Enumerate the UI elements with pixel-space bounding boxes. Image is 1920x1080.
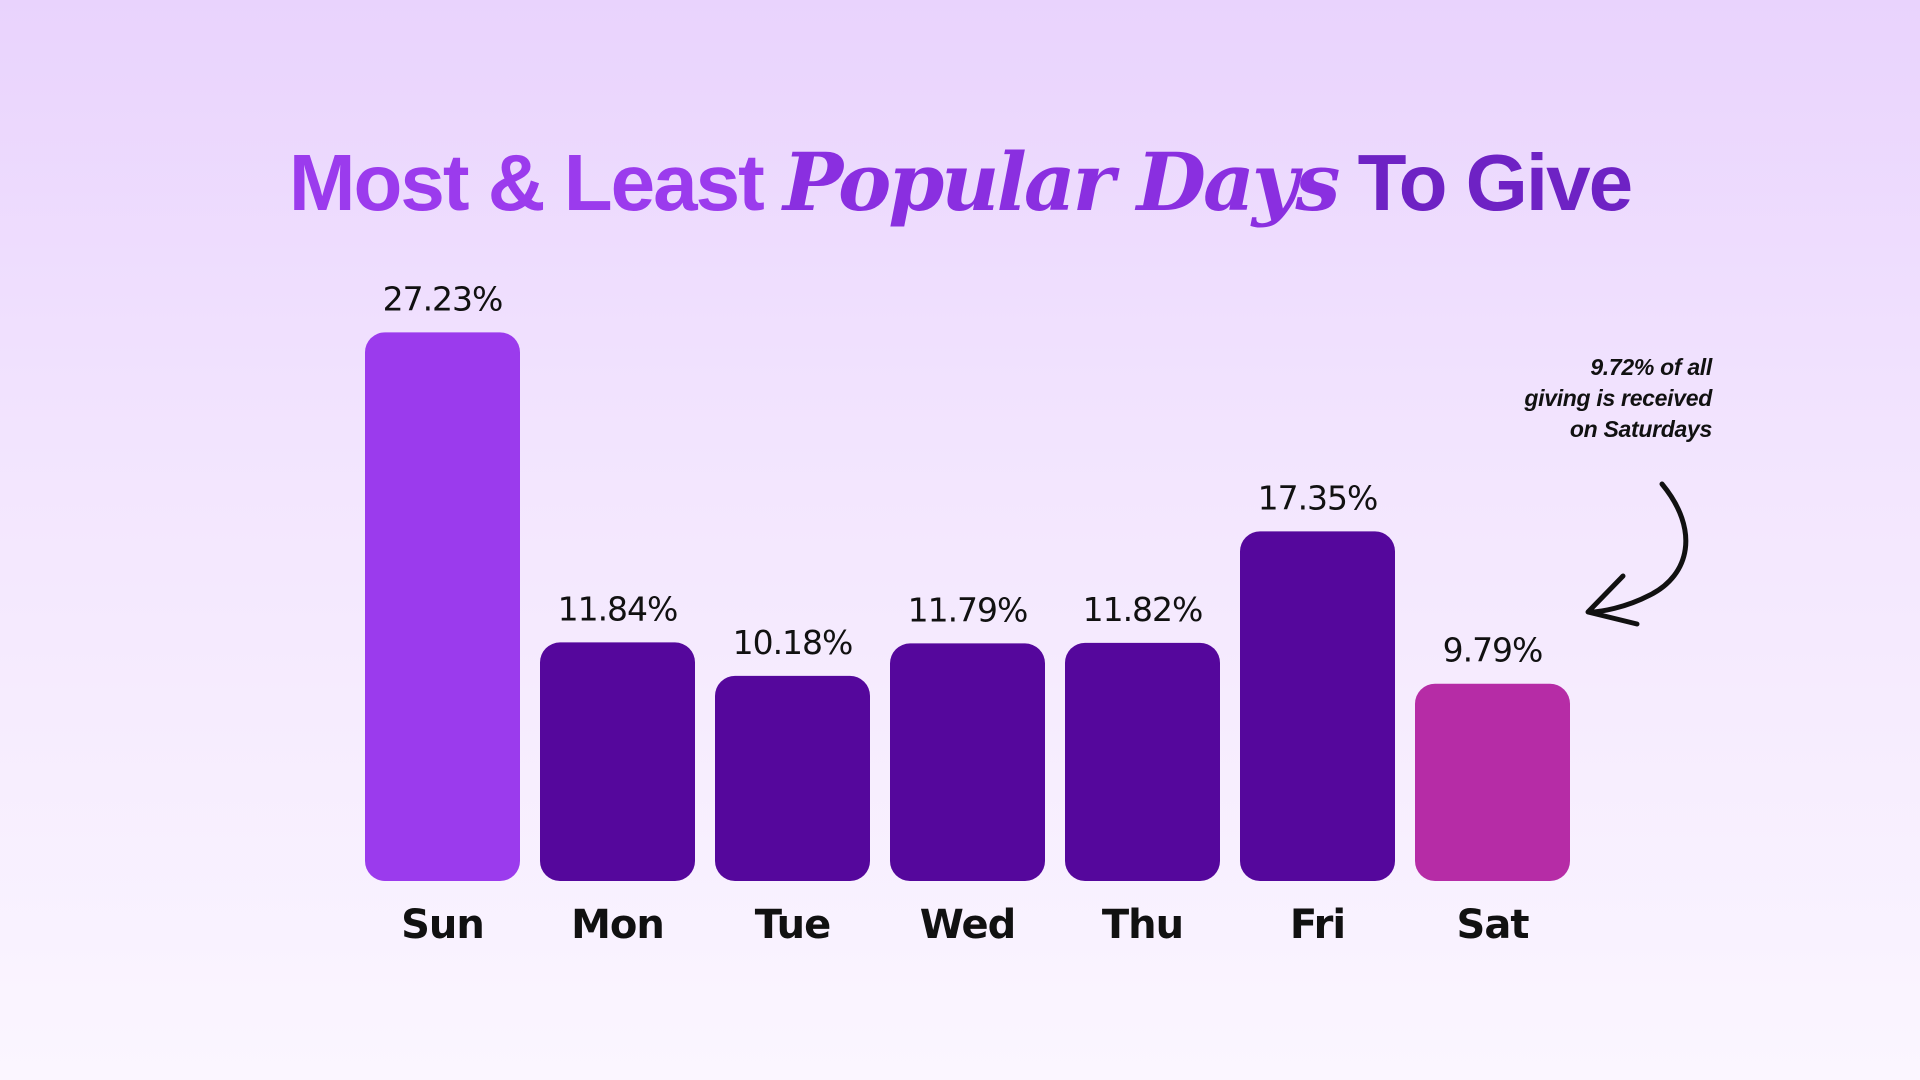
category-label-tue: Tue xyxy=(755,902,831,948)
bar-thu xyxy=(1065,642,1220,881)
bar-sat xyxy=(1415,683,1570,881)
bar-sun xyxy=(365,332,520,881)
value-label-sun: 27.23% xyxy=(383,279,503,318)
category-label-mon: Mon xyxy=(571,902,664,948)
title-part-2: Popular Days xyxy=(782,135,1340,229)
category-label-fri: Fri xyxy=(1290,902,1345,948)
annotation-line-2: giving is received xyxy=(1524,385,1712,411)
value-label-wed: 11.79% xyxy=(908,590,1028,629)
bars-group: 27.23% Sun 11.84% Mon 10.18% Tue 11.79% Wed 11.8… xyxy=(365,279,1570,948)
category-label-wed: Wed xyxy=(920,902,1015,948)
value-label-tue: 10.18% xyxy=(733,623,853,662)
value-label-fri: 17.35% xyxy=(1258,478,1378,517)
category-label-thu: Thu xyxy=(1102,902,1183,948)
category-label-sun: Sun xyxy=(401,902,484,948)
bar-mon xyxy=(540,642,695,881)
title-part-3: To Give xyxy=(1337,138,1633,227)
annotation-line-3: on Saturdays xyxy=(1569,416,1712,442)
value-label-mon: 11.84% xyxy=(558,589,678,628)
chart-title: Most & Least Popular Days To Give xyxy=(0,142,1920,223)
bar-tue xyxy=(715,675,870,881)
annotation-line-1: 9.72% of all xyxy=(1590,354,1712,380)
saturday-annotation: 9.72% of all giving is received on Satur… xyxy=(1450,352,1712,445)
bar-fri xyxy=(1240,531,1395,881)
bar-wed xyxy=(890,643,1045,881)
value-label-sat: 9.79% xyxy=(1443,631,1543,670)
annotation-arrow-icon xyxy=(1585,481,1689,627)
category-label-sat: Sat xyxy=(1457,902,1530,948)
title-part-1: Most & Least xyxy=(288,138,783,227)
value-label-thu: 11.82% xyxy=(1083,590,1203,629)
